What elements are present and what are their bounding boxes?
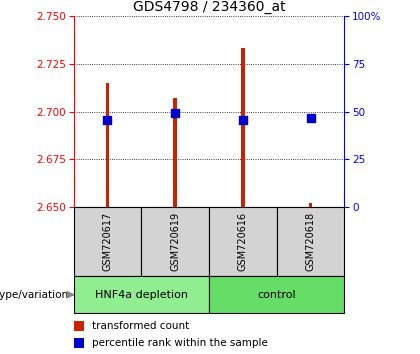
Text: HNF4a depletion: HNF4a depletion (95, 290, 188, 300)
Text: genotype/variation: genotype/variation (0, 290, 68, 300)
Text: GSM720616: GSM720616 (238, 212, 248, 271)
Point (239, 117, 246, 123)
Bar (309, 203, 312, 207)
Point (172, 110, 178, 116)
Bar (74, 321, 84, 331)
Bar (209, 276, 344, 313)
Bar (74, 276, 209, 313)
Bar (241, 48, 245, 207)
Bar (209, 207, 277, 276)
Point (104, 117, 111, 123)
Text: GSM720618: GSM720618 (305, 212, 315, 271)
Bar (173, 98, 177, 207)
Text: control: control (257, 290, 296, 300)
Bar (74, 207, 141, 276)
Bar (74, 338, 84, 348)
Bar (105, 83, 109, 207)
Title: GDS4798 / 234360_at: GDS4798 / 234360_at (133, 0, 285, 13)
Text: percentile rank within the sample: percentile rank within the sample (92, 338, 268, 348)
Text: transformed count: transformed count (92, 321, 190, 331)
Bar (141, 207, 209, 276)
Bar (277, 207, 344, 276)
Text: GSM720617: GSM720617 (102, 212, 113, 271)
Text: GSM720619: GSM720619 (170, 212, 180, 271)
Point (307, 115, 314, 121)
